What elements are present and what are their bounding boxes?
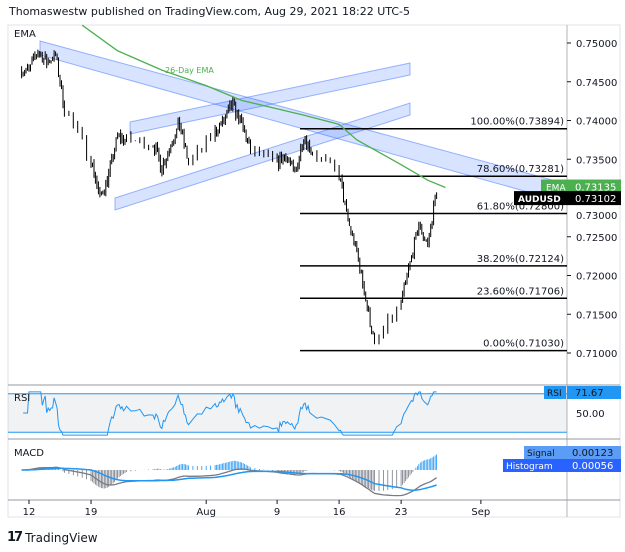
time-tick-label: 19 xyxy=(85,507,98,518)
price-tick-label: 0.72500 xyxy=(576,233,617,244)
time-tick-label: 12 xyxy=(23,507,36,518)
price-tick-label: 0.71500 xyxy=(576,310,617,321)
ascending-channel-upper xyxy=(129,62,411,135)
price-tick-label: 0.71000 xyxy=(576,349,617,360)
panel-label-ema: EMA xyxy=(14,29,36,40)
time-tick-label: 16 xyxy=(333,507,346,518)
tradingview-logo-icon: 17 xyxy=(7,530,23,545)
rsi-value-badge xyxy=(567,386,621,399)
ema-badge-label: EMA xyxy=(546,184,566,194)
rsi-badge-label: RSI xyxy=(547,389,562,399)
price-tick-label: 0.74000 xyxy=(576,117,617,128)
histogram-badge xyxy=(503,459,621,472)
fib-level-label: 78.60%(0.73281) xyxy=(477,164,564,175)
panel-label-macd: MACD xyxy=(14,448,44,459)
time-tick-label: 9 xyxy=(274,507,280,518)
chart[interactable]: 0.75000 0.74500 0.74000 0.73500 0.73000 0.725… xyxy=(0,0,625,525)
time-tick-label: Sep xyxy=(471,507,490,518)
price-tick-label: 0.72000 xyxy=(576,272,617,283)
chart-frame xyxy=(7,24,621,518)
macd-line xyxy=(21,466,437,497)
signal-line xyxy=(21,467,437,491)
signal-badge xyxy=(524,446,621,459)
fib-level-label: 0.00%(0.71030) xyxy=(483,339,564,350)
rsi-band xyxy=(8,393,567,433)
ema-name-label: 26-Day EMA xyxy=(165,66,214,75)
footer: 17 TradingView xyxy=(7,530,98,545)
ema-line xyxy=(81,24,446,189)
publish-header: Thomaswestw published on TradingView.com… xyxy=(9,5,410,18)
price-tick-label: 0.73500 xyxy=(576,155,617,166)
signal-last-value: 0.00123 xyxy=(572,448,613,459)
time-tick-label: Aug xyxy=(196,507,216,518)
time-tick-label: 23 xyxy=(395,507,408,518)
histogram-last-value: 0.00056 xyxy=(572,461,613,472)
ema-last-value: 0.73135 xyxy=(575,183,616,194)
panel-label-rsi: RSI xyxy=(14,393,30,404)
last-price-value: 0.73102 xyxy=(575,194,616,205)
rsi-last-value: 71.67 xyxy=(575,388,604,399)
price-tick-label: 0.75000 xyxy=(576,39,617,50)
rsi-line xyxy=(23,391,437,436)
histogram-label: Histogram xyxy=(506,462,553,472)
price-badge xyxy=(514,191,621,206)
signal-label: Signal xyxy=(527,449,555,459)
ema-price-badge xyxy=(541,179,621,194)
symbol-label: AUDUSD xyxy=(518,195,561,205)
footer-brand: TradingView xyxy=(25,530,98,545)
fib-level-label: 100.00%(0.73894) xyxy=(470,117,564,128)
ascending-channel-lower xyxy=(114,102,411,211)
fib-level-label: 61.80%(0.72800) xyxy=(477,202,564,213)
price-tick-label: 0.74500 xyxy=(576,78,617,89)
price-tick-label: 0.73000 xyxy=(576,211,617,222)
fib-level-label: 23.60%(0.71706) xyxy=(477,286,564,297)
rsi-badge xyxy=(544,386,566,399)
rsi-tick-label: 50.00 xyxy=(576,409,605,420)
fib-level-label: 38.20%(0.72124) xyxy=(477,254,564,265)
